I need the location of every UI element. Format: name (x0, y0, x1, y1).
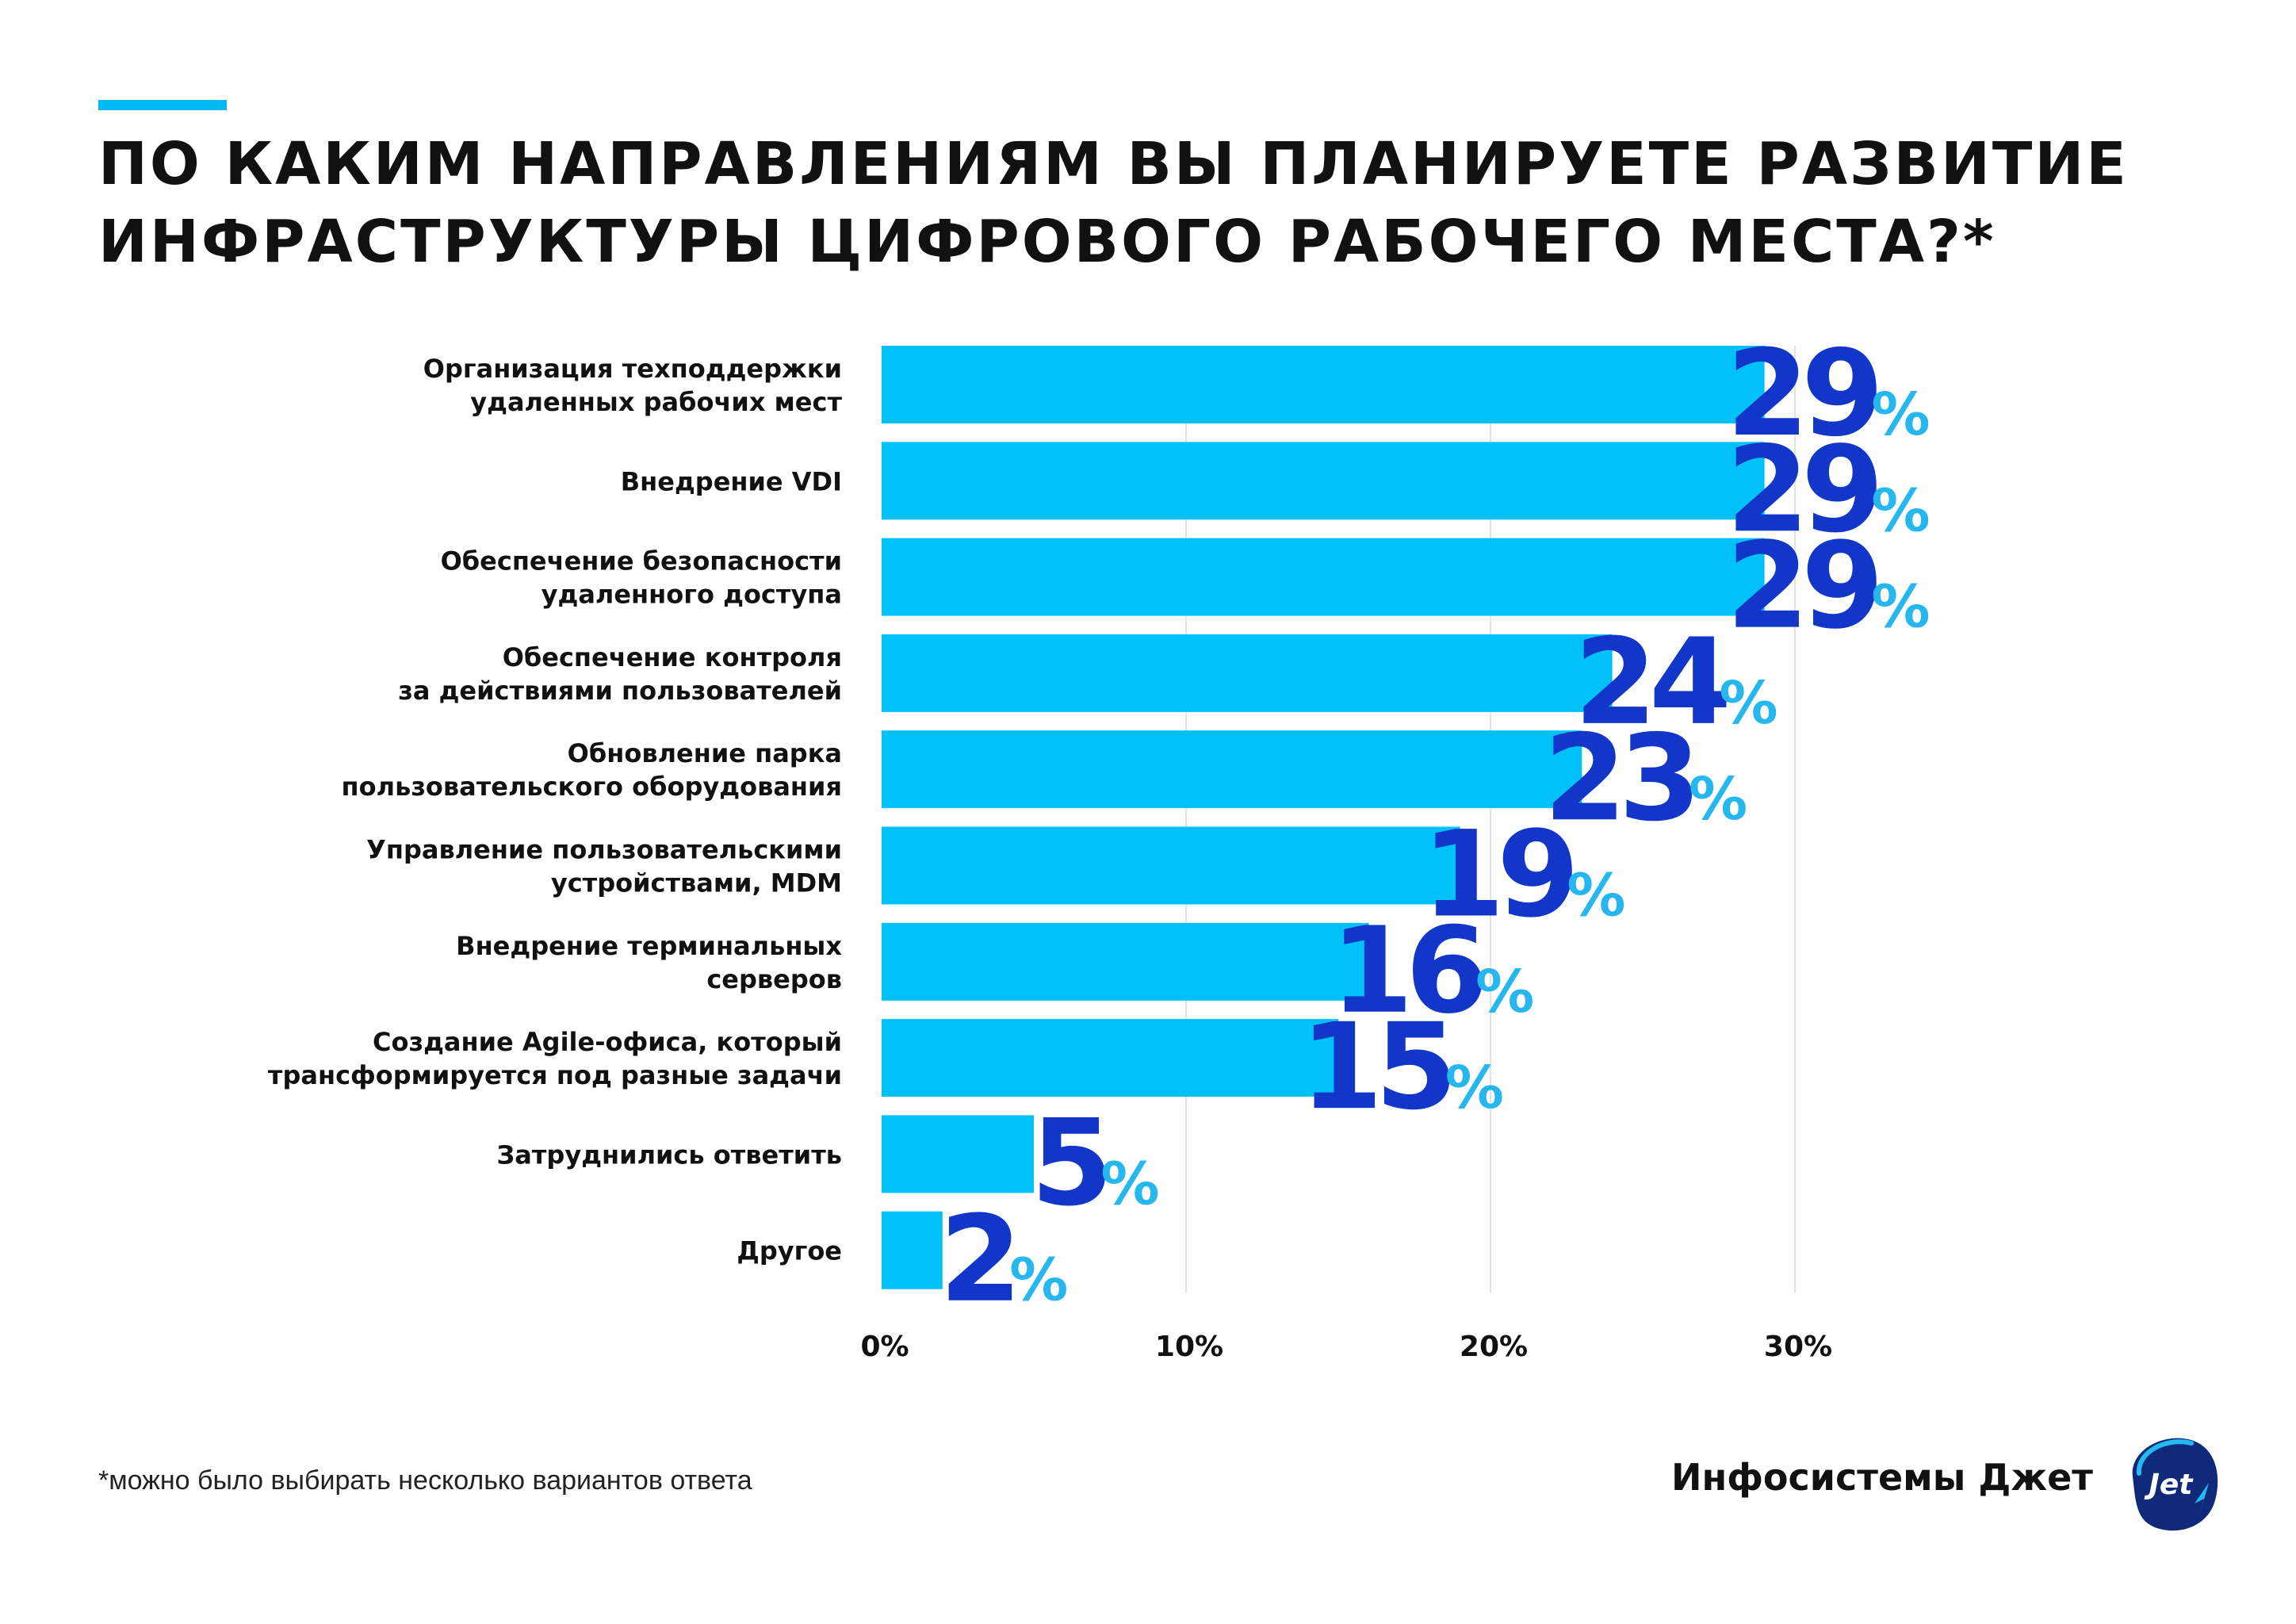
brand-name: Инфосистемы Джет (1671, 1456, 2093, 1499)
bar-2 (882, 538, 1765, 616)
chart-title-line-1: ПО КАКИМ НАПРАВЛЕНИЯМ ВЫ ПЛАНИРУЕТЕ РАЗВ… (98, 130, 2129, 198)
value-label-3: 24% (1575, 614, 1778, 752)
value-label-4: 23% (1544, 710, 1747, 848)
chart-title-line-2: ИНФРАСТРУКТУРЫ ЦИФРОВОГО РАБОЧЕГО МЕСТА?… (98, 208, 1996, 276)
value-label-9: 2% (939, 1191, 1069, 1329)
category-label-0: Организация техподдержки удаленных рабочи… (423, 354, 843, 417)
logo-text: Jet (2144, 1469, 2194, 1501)
value-label-5: 19% (1422, 806, 1626, 944)
value-label-8: 5% (1031, 1094, 1160, 1232)
x-tick-label-3: 30% (1764, 1331, 1832, 1363)
bar-7 (882, 1019, 1338, 1097)
value-label-2: 29% (1727, 518, 1931, 656)
category-label-9: Другое (737, 1236, 842, 1266)
category-label-5: Управление пользовательскими устройствами… (366, 835, 842, 898)
value-label-0: 29% (1727, 325, 1931, 463)
bar-8 (882, 1115, 1034, 1193)
category-label-2: Обеспечение безопасности удаленного досту… (441, 546, 842, 610)
bar-4 (882, 730, 1582, 809)
value-label-6: 16% (1330, 902, 1534, 1040)
x-tick-label-0: 0% (860, 1331, 909, 1363)
footnote: *можно было выбирать несколько вариантов… (98, 1465, 752, 1496)
bar-chart: Организация техподдержки удаленных рабочи… (268, 325, 1931, 1363)
bar-6 (882, 922, 1369, 1001)
category-label-4: Обновление парка пользовательского оборуд… (342, 738, 842, 802)
category-label-8: Затруднились ответить (497, 1139, 842, 1170)
value-label-1: 29% (1727, 421, 1931, 559)
category-label-7: Создание Agile-офиса, который трансформир… (268, 1027, 842, 1090)
bar-0 (882, 346, 1765, 423)
x-tick-label-2: 20% (1460, 1331, 1528, 1363)
category-label-1: Внедрение VDI (621, 466, 842, 496)
bar-5 (882, 826, 1460, 905)
bar-3 (882, 634, 1613, 712)
title-accent-line (98, 100, 227, 110)
value-label-7: 15% (1300, 998, 1504, 1136)
chart-title: ПО КАКИМ НАПРАВЛЕНИЯМ ВЫ ПЛАНИРУЕТЕ РАЗВ… (98, 125, 2160, 281)
category-label-3: Обеспечение контроля за действиями пользо… (398, 642, 842, 706)
bar-1 (882, 442, 1765, 520)
category-label-6: Внедрение терминальных серверов (456, 931, 842, 994)
x-tick-label-1: 10% (1155, 1331, 1223, 1363)
bar-9 (882, 1211, 943, 1289)
jet-logo-icon: Jet (2132, 1438, 2218, 1531)
